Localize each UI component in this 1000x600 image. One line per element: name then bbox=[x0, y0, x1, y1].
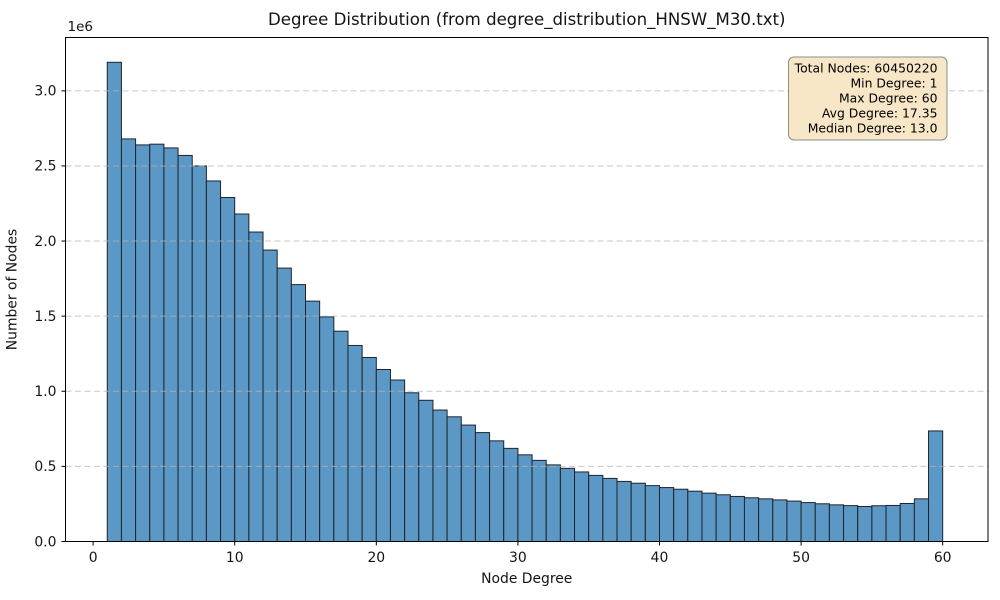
histogram-bar bbox=[715, 494, 731, 542]
histogram-bar bbox=[460, 424, 476, 542]
plot-frame bbox=[65, 37, 989, 542]
y-tick-label: 0.0 bbox=[34, 534, 56, 550]
stats-line: Max Degree: 60 bbox=[839, 91, 938, 106]
histogram-bar bbox=[885, 504, 901, 543]
histogram-bar bbox=[149, 143, 165, 542]
histogram-bar bbox=[871, 505, 887, 542]
y-tick-label: 2.0 bbox=[34, 234, 56, 250]
gridlines bbox=[65, 90, 988, 467]
histogram-bar bbox=[729, 495, 745, 542]
x-axis: 0 10 20 30 40 50 60 bbox=[89, 541, 952, 566]
y-tick-label: 2.5 bbox=[34, 159, 56, 175]
histogram-bar bbox=[857, 506, 873, 542]
histogram-bar bbox=[687, 490, 703, 542]
histogram-bar bbox=[630, 482, 646, 542]
histogram-bar bbox=[758, 498, 774, 542]
histogram-bar bbox=[928, 430, 944, 542]
histogram-bar bbox=[205, 180, 222, 543]
histogram-bar bbox=[347, 344, 363, 542]
histogram-bar bbox=[106, 61, 122, 542]
histogram-bar bbox=[120, 138, 137, 542]
histogram-bar bbox=[913, 498, 930, 542]
histogram-bar bbox=[432, 409, 448, 542]
x-tick-label: 60 bbox=[934, 550, 952, 566]
histogram-bar bbox=[786, 500, 802, 542]
histogram-bar bbox=[262, 249, 278, 542]
chart-title: Degree Distribution (from degree_distrib… bbox=[268, 10, 786, 30]
histogram-bar bbox=[531, 459, 547, 543]
x-axis-label: Node Degree bbox=[481, 571, 572, 587]
y-axis-label: Number of Nodes bbox=[5, 229, 21, 351]
histogram-bar bbox=[333, 330, 349, 542]
histogram-bar bbox=[305, 300, 321, 543]
histogram-bar bbox=[474, 432, 491, 542]
x-tick-label: 10 bbox=[226, 550, 244, 566]
histogram-bar bbox=[843, 505, 859, 543]
y-tick-label: 1.5 bbox=[34, 309, 56, 325]
stats-line: Median Degree: 13.0 bbox=[808, 121, 938, 136]
histogram-bar bbox=[290, 284, 307, 542]
histogram-bar bbox=[545, 464, 561, 543]
x-tick-label: 0 bbox=[89, 550, 98, 566]
histogram-bar bbox=[135, 144, 151, 542]
histogram-bar bbox=[177, 154, 193, 542]
histogram-bar bbox=[248, 231, 264, 542]
histogram-bar bbox=[800, 502, 816, 542]
histogram-bar bbox=[644, 485, 661, 542]
histogram-bar bbox=[361, 356, 377, 543]
y-axis: 0.0 0.5 1.0 1.5 2.0 2.5 3.0 bbox=[34, 84, 66, 550]
histogram-bar bbox=[828, 504, 845, 543]
histogram-bar bbox=[899, 502, 915, 542]
histogram-bar bbox=[418, 399, 434, 543]
y-axis-scale-label: 1e6 bbox=[68, 19, 93, 35]
histogram-bar bbox=[743, 497, 760, 542]
histogram-bar bbox=[163, 147, 179, 542]
histogram-bar bbox=[588, 474, 604, 542]
x-tick-label: 20 bbox=[367, 550, 385, 566]
histogram-bar bbox=[559, 467, 576, 542]
histogram-bar bbox=[602, 477, 618, 543]
stats-line: Min Degree: 1 bbox=[850, 76, 937, 91]
histogram-bar bbox=[191, 165, 207, 542]
histogram-bar bbox=[489, 440, 505, 543]
histogram-bar bbox=[234, 213, 250, 542]
stats-box-background bbox=[788, 56, 948, 141]
y-tick-label: 0.5 bbox=[34, 459, 56, 475]
histogram-bar bbox=[389, 379, 406, 543]
histogram-bar bbox=[375, 368, 391, 542]
histogram-bar bbox=[814, 503, 830, 543]
histogram-bar bbox=[659, 487, 675, 543]
histogram-bar bbox=[772, 499, 788, 543]
histogram-bar bbox=[701, 492, 717, 543]
histogram-bar bbox=[673, 488, 689, 542]
y-tick-label: 3.0 bbox=[34, 84, 56, 100]
histogram-bar bbox=[446, 416, 462, 542]
y-tick-label: 1.0 bbox=[34, 384, 56, 400]
histogram-bar bbox=[574, 471, 590, 543]
histogram-bar bbox=[276, 267, 292, 542]
histogram-bar bbox=[503, 447, 519, 542]
histogram-bar bbox=[319, 316, 335, 543]
histogram-bar bbox=[220, 196, 236, 543]
x-tick-label: 30 bbox=[509, 550, 527, 566]
x-tick-label: 40 bbox=[651, 550, 669, 566]
histogram-bar bbox=[517, 454, 533, 543]
x-tick-label: 50 bbox=[792, 550, 810, 566]
stats-line: Avg Degree: 17.35 bbox=[822, 106, 938, 121]
histogram-bar bbox=[404, 392, 420, 542]
histogram-bar bbox=[616, 480, 632, 543]
stats-line: Total Nodes: 60450220 bbox=[794, 61, 938, 76]
